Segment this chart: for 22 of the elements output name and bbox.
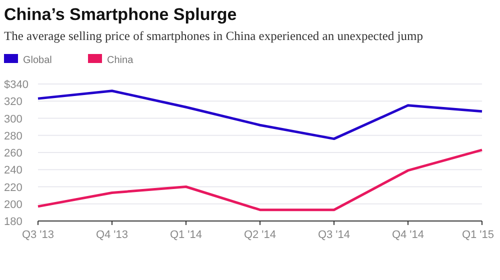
- line-series: [36, 90, 484, 140]
- y-tick-label: $340: [4, 79, 28, 91]
- x-tick-label: Q3 '14: [318, 229, 350, 241]
- y-tick-label: 200: [4, 198, 22, 211]
- chart-title: China’s Smartphone Splurge: [4, 5, 237, 24]
- line-series: [36, 148, 484, 212]
- x-tick-label: Q4 '14: [392, 229, 424, 241]
- x-tick-label: Q1 '14: [170, 229, 202, 241]
- legend-label: Global: [23, 55, 52, 66]
- x-tick-label: Q3 '13: [22, 229, 54, 241]
- y-tick-label: 240: [4, 164, 22, 177]
- y-tick-label: 320: [4, 96, 22, 108]
- legend-label: China: [107, 55, 134, 66]
- x-tick-label: Q4 '13: [96, 229, 128, 241]
- x-tick-label: Q2 '14: [244, 229, 276, 241]
- y-tick-label: 260: [4, 148, 22, 160]
- y-tick-label: 180: [4, 216, 22, 228]
- y-tick-label: 300: [4, 113, 22, 126]
- chart-subtitle: The average selling price of smartphones in China experienced an unexpected jump: [4, 29, 423, 43]
- x-tick-label: Q1 '15: [462, 229, 494, 241]
- y-tick-label: 220: [4, 182, 22, 194]
- y-tick-label: 280: [4, 130, 22, 142]
